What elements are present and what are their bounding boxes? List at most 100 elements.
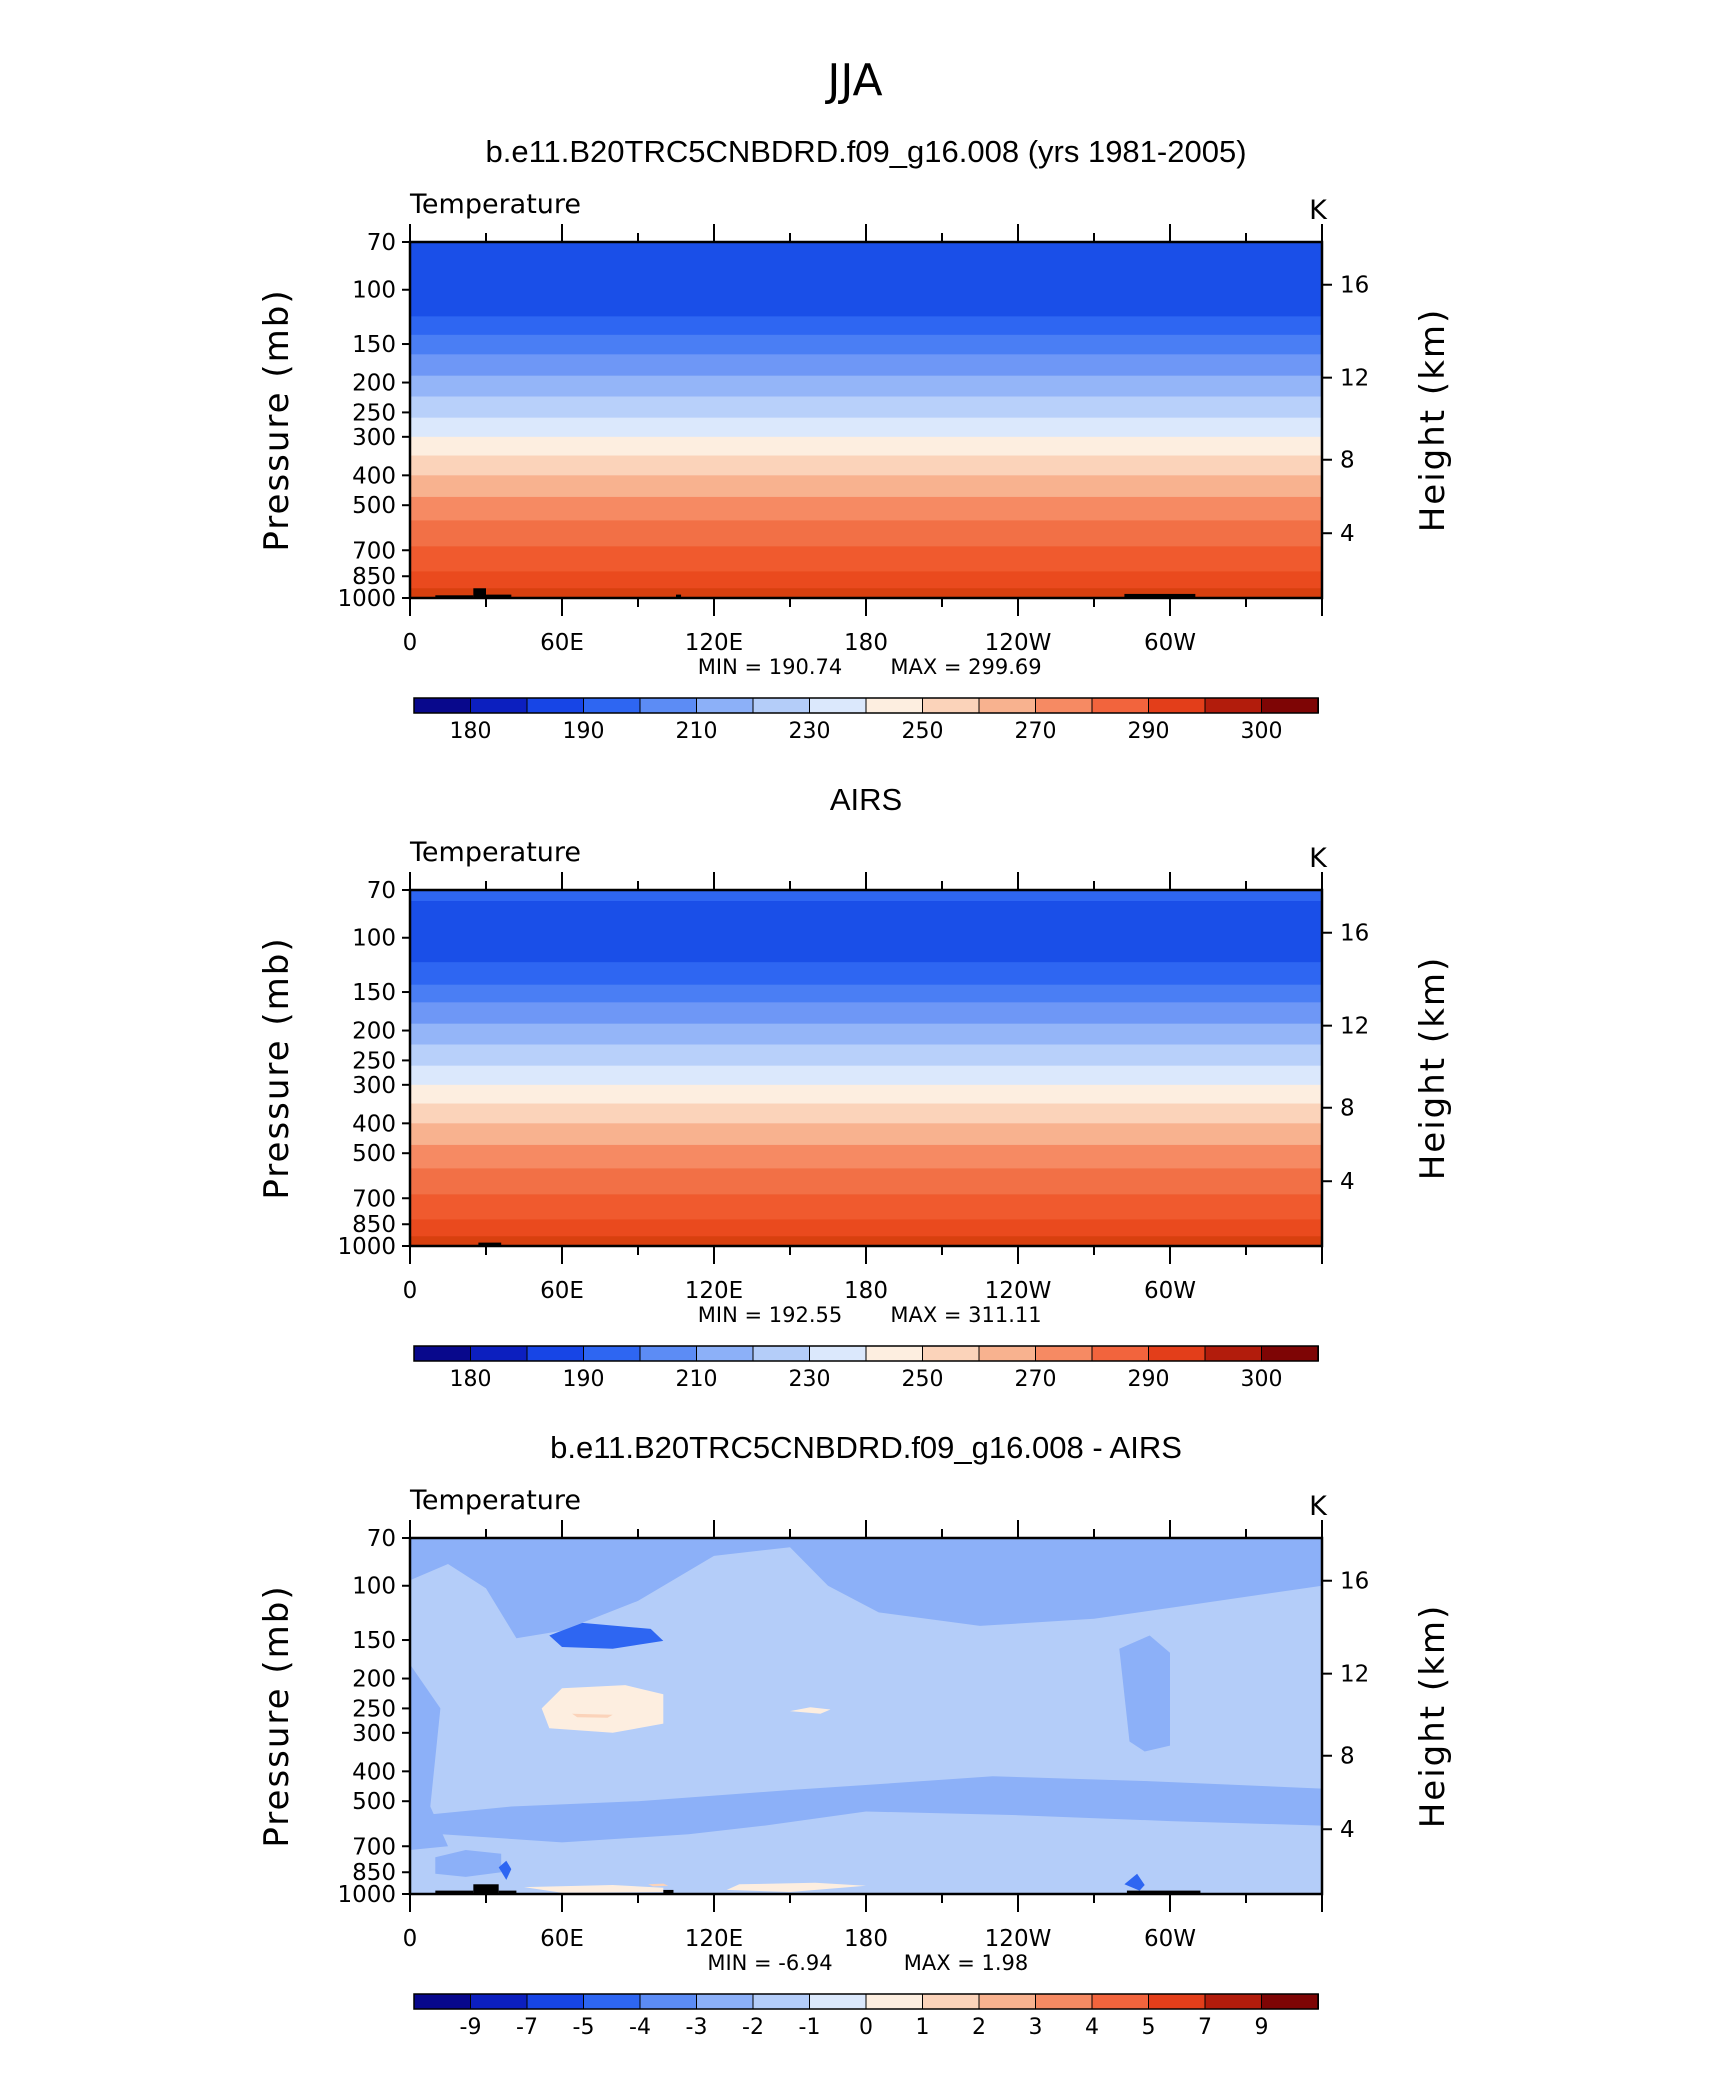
- min-label: MIN = 190.74: [698, 655, 842, 679]
- temperature-band: [410, 588, 1322, 598]
- colorbar-swatch: [978, 697, 1037, 714]
- y-tick-label: 70: [367, 1526, 396, 1552]
- y-axis-right-label: Height (km): [1413, 1604, 1453, 1829]
- y-tick-label: 150: [352, 332, 396, 358]
- temperature-band: [410, 571, 1322, 589]
- variable-label: Temperature: [409, 1485, 581, 1516]
- difference-region: [1124, 1873, 1145, 1891]
- temperature-band: [410, 436, 1322, 457]
- difference-region: [726, 1882, 866, 1892]
- plot-field: [410, 890, 1322, 1246]
- right-axis: 4 8 12 16: [1322, 1569, 1369, 1843]
- colorbar-swatch: [470, 697, 528, 714]
- terrain-block: [486, 594, 512, 598]
- colorbar-label: 9: [1255, 2015, 1269, 2040]
- colorbar-swatch: [583, 697, 641, 714]
- height-tick-label: 8: [1340, 1096, 1355, 1122]
- y-tick-label: 700: [352, 1834, 396, 1860]
- colorbar-label: -5: [573, 2015, 595, 2040]
- colorbar-swatch: [1091, 1993, 1150, 2010]
- colorbar-swatch: [978, 1993, 1037, 2010]
- colorbar-swatch: [413, 1345, 472, 1362]
- panel-title: b.e11.B20TRC5CNBDRD.f09_g16.008 - AIRS: [550, 1430, 1182, 1465]
- max-label: MAX = 299.69: [890, 655, 1041, 679]
- x-tick-label: 180: [844, 1278, 888, 1304]
- colorbar-swatch: [1035, 1345, 1093, 1362]
- height-tick-label: 8: [1340, 448, 1355, 474]
- colorbar-label: 230: [789, 719, 831, 744]
- colorbar-frame: [413, 697, 1319, 714]
- panel-title: AIRS: [830, 782, 902, 817]
- x-tick-label: 120W: [985, 1926, 1052, 1952]
- colorbar-label: 270: [1015, 1367, 1057, 1392]
- colorbar-label: 270: [1015, 719, 1057, 744]
- colorbar-swatch: [809, 1993, 867, 2010]
- height-tick-label: 16: [1340, 921, 1369, 947]
- colorbar-swatch: [526, 1345, 585, 1362]
- y-tick-label: 150: [352, 980, 396, 1006]
- colorbar-label: 4: [1085, 2015, 1099, 2040]
- terrain-block: [498, 1890, 517, 1894]
- colorbar-label: -7: [516, 2015, 538, 2040]
- terrain-block: [473, 1884, 499, 1894]
- colorbar-swatch: [526, 697, 585, 714]
- y-tick-label: 250: [352, 1696, 396, 1722]
- difference-region: [524, 1885, 664, 1893]
- colorbar-swatch: [922, 697, 980, 714]
- colorbar-label: 2: [972, 2015, 986, 2040]
- variable-label: Temperature: [409, 837, 581, 868]
- colorbar-label: 190: [563, 719, 605, 744]
- temperature-band: [410, 890, 1322, 902]
- colorbar-frame: [413, 1345, 1319, 1362]
- x-axis: 0 60E 120E 180 120W 60W: [403, 872, 1323, 1304]
- temperature-band: [410, 1236, 1322, 1246]
- difference-region: [435, 1850, 502, 1877]
- x-tick-label: 60W: [1144, 1278, 1196, 1304]
- temperature-band: [410, 1044, 1322, 1067]
- height-tick-label: 8: [1340, 1744, 1355, 1770]
- right-axis: 4 8 12 16: [1322, 921, 1369, 1195]
- difference-region: [572, 1713, 613, 1718]
- temperature-band: [410, 1002, 1322, 1025]
- y-tick-label: 150: [352, 1628, 396, 1654]
- x-axis: 0 60E 120E 180 120W 60W: [403, 1520, 1323, 1952]
- height-tick-label: 12: [1340, 1014, 1369, 1040]
- max-label: MAX = 1.98: [904, 1951, 1029, 1975]
- colorbar-swatch: [470, 1345, 528, 1362]
- y-tick-label: 300: [352, 1721, 396, 1747]
- y-axis-right-label: Height (km): [1413, 308, 1453, 533]
- x-tick-label: 180: [844, 630, 888, 656]
- colorbar-swatch: [696, 1993, 754, 2010]
- colorbar-swatch: [1261, 697, 1319, 714]
- y-tick-label: 70: [367, 878, 396, 904]
- units-label: K: [1309, 1491, 1328, 1522]
- colorbar-label: -9: [460, 2015, 482, 2040]
- y-tick-label: 850: [352, 1860, 396, 1886]
- temperature-band: [410, 901, 1322, 963]
- temperature-band: [410, 475, 1322, 498]
- x-tick-label: 120E: [685, 1926, 743, 1952]
- y-tick-label: 850: [352, 564, 396, 590]
- temperature-band: [410, 1168, 1322, 1195]
- colorbar-label: -1: [799, 2015, 821, 2040]
- height-tick-label: 4: [1340, 1817, 1355, 1843]
- terrain-block: [663, 1889, 674, 1894]
- difference-region: [541, 1685, 664, 1733]
- colorbar-swatch: [1204, 697, 1263, 714]
- colorbar-swatch: [922, 1993, 980, 2010]
- colorbar-swatch: [413, 697, 472, 714]
- terrain-mask: [435, 588, 1196, 598]
- y-axis-label: Pressure (mb): [257, 1584, 297, 1847]
- y-tick-label: 100: [352, 926, 396, 952]
- min-label: MIN = -6.94: [707, 1951, 832, 1975]
- max-label: MAX = 311.11: [890, 1303, 1041, 1327]
- y-tick-label: 200: [352, 371, 396, 397]
- panel-airs: AIRS Temperature K Pressure (mb) Height …: [257, 782, 1453, 1392]
- colorbar-swatch: [1204, 1993, 1263, 2010]
- x-tick-label: 60E: [540, 1926, 584, 1952]
- x-tick-label: 60W: [1144, 630, 1196, 656]
- y-tick-label: 400: [352, 463, 396, 489]
- colorbar-swatch: [413, 1993, 472, 2010]
- temperature-band: [410, 1123, 1322, 1146]
